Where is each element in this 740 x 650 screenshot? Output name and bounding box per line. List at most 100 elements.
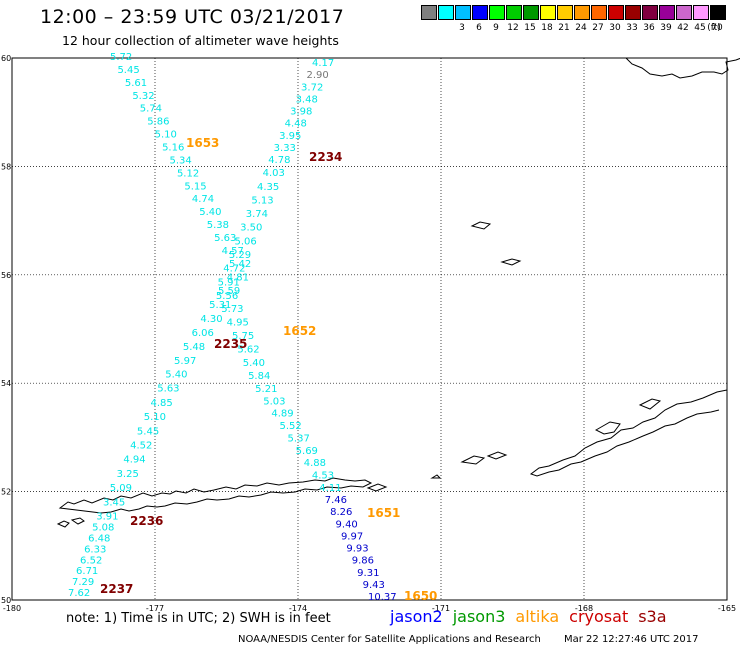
- lat-tick-label: 52: [1, 488, 11, 497]
- wave-height-label: 5.84: [248, 371, 270, 382]
- lon-tick-label: -171: [432, 604, 450, 613]
- lon-tick-label: -177: [146, 604, 164, 613]
- colorbar-swatch: [591, 5, 607, 20]
- colorbar-swatch: [472, 5, 488, 20]
- pass-time-label: 2234: [309, 150, 342, 164]
- island-c: [366, 483, 388, 492]
- wave-height-label: 4.35: [257, 182, 279, 193]
- colorbar-label: 3: [459, 23, 465, 33]
- colorbar-swatch: [676, 5, 692, 20]
- wave-height-label: 5.52: [279, 421, 301, 432]
- wave-height-label: 4.89: [271, 409, 293, 420]
- wave-height-label: 5.40: [165, 370, 187, 381]
- wave-height-label: 5.86: [147, 117, 169, 128]
- wave-height-label: 5.40: [199, 207, 221, 218]
- wave-height-label: 5.09: [110, 483, 132, 494]
- lat-tick-label: 54: [1, 379, 11, 388]
- lat-tick-label: 50: [1, 596, 11, 605]
- wave-height-label: 5.34: [170, 155, 192, 166]
- wave-height-label: 5.74: [140, 104, 162, 115]
- wave-height-label: 6.33: [84, 544, 106, 555]
- pass-time-labels: 1653 2234 1652 2235 1651 2236 1650 2237: [100, 136, 437, 603]
- colorbar-swatch: [540, 5, 556, 20]
- wave-height-label: 5.13: [251, 195, 273, 206]
- track-a-labels: 5.725.455.615.325.745.865.105.165.345.12…: [68, 52, 251, 599]
- wave-height-label: 3.98: [290, 107, 312, 118]
- pass-time-label: 1650: [404, 589, 437, 603]
- colorbar-label: 39: [660, 23, 672, 33]
- island-d: [430, 474, 442, 479]
- wave-height-label: 4.57: [222, 246, 244, 257]
- wave-height-label: 3.25: [117, 469, 139, 480]
- island-i: [594, 421, 621, 435]
- wave-height-label: 5.03: [263, 396, 285, 407]
- wave-height-label: 3.33: [274, 143, 296, 154]
- island-a: [56, 520, 70, 528]
- map-subtitle: 12 hour collection of altimeter wave hei…: [62, 33, 339, 48]
- track-b-labels: 4.172.903.723.48 3.984.483.953.334.78 4.03…: [216, 58, 397, 603]
- wave-height-label: 4.11: [319, 483, 341, 494]
- wave-height-label: 5.61: [125, 78, 147, 89]
- wave-height-label: 5.59: [218, 286, 240, 297]
- wave-height-label: 4.53: [312, 471, 334, 482]
- colorbar-swatch: [659, 5, 675, 20]
- wave-height-label: 4.30: [200, 314, 222, 325]
- colorbar-swatch: [693, 5, 709, 20]
- colorbar-swatch: [625, 5, 641, 20]
- island-g: [460, 455, 486, 465]
- colorbar-label: 6: [476, 23, 482, 33]
- pass-time-label: 1651: [367, 506, 400, 520]
- footnote: note: 1) Time is in UTC; 2) SWH is in fe…: [66, 611, 331, 626]
- colorbar-label: 36: [643, 23, 655, 33]
- pass-time-label: 2237: [100, 582, 133, 596]
- axis-ticks: -180 -177 -174 -171 -168 -165 60 58 56 54 52 50: [1, 54, 736, 613]
- wave-height-label: 5.75: [232, 331, 254, 342]
- colorbar-swatch: [438, 5, 454, 20]
- wave-height-label: 6.48: [88, 533, 110, 544]
- colorbar-label: 45: [694, 23, 706, 33]
- colorbar-label: 18: [541, 23, 553, 33]
- wave-height-label: 5.45: [137, 426, 159, 437]
- wave-height-label: 5.91: [218, 277, 240, 288]
- lon-tick-label: -168: [575, 604, 593, 613]
- wave-height-label: 3.72: [301, 82, 323, 93]
- generated-timestamp: Mar 22 12:27:46 UTC 2017: [564, 634, 699, 645]
- lat-tick-label: 60: [1, 54, 11, 63]
- wave-height-label: 5.97: [174, 356, 196, 367]
- wave-height-label: 5.06: [234, 236, 256, 247]
- wave-height-label: 5.72: [110, 52, 132, 63]
- wave-height-label: 7.62: [68, 588, 90, 599]
- wave-height-label: 9.86: [352, 556, 374, 567]
- wave-height-label: 3.95: [279, 131, 301, 142]
- credit-line: NOAA/NESDIS Center for Satellite Applica…: [238, 634, 541, 645]
- wave-height-label: 5.32: [132, 91, 154, 102]
- colorbar-swatch: [506, 5, 522, 20]
- colorbar-unit: (ft): [707, 23, 721, 33]
- lat-lon-grid: [12, 58, 727, 600]
- wave-height-label: 5.38: [207, 220, 229, 231]
- colorbar-label: 33: [626, 23, 638, 33]
- wave-height-label: 5.31: [209, 300, 231, 311]
- island-f: [500, 258, 522, 266]
- wave-height-label: 5.40: [243, 358, 265, 369]
- lon-tick-label: -174: [289, 604, 307, 613]
- wave-height-label: 5.37: [288, 433, 310, 444]
- legend-entry: jason3: [452, 607, 506, 626]
- wave-height-label: 5.42: [229, 259, 251, 270]
- aleutian-chain-coast: [58, 477, 373, 514]
- wave-height-label: 9.43: [363, 580, 385, 591]
- colorbar-label: 42: [677, 23, 689, 33]
- wave-height-label: 5.29: [229, 250, 251, 261]
- wave-height-label: 7.46: [325, 495, 347, 506]
- wave-height-label: 3.91: [96, 512, 118, 523]
- wave-height-label: 6.71: [76, 566, 98, 577]
- wave-height-label: 5.10: [144, 412, 166, 423]
- colorbar-label: 70: [711, 23, 723, 33]
- wave-height-label: 7.29: [72, 577, 94, 588]
- wave-height-label: 4.81: [227, 272, 249, 283]
- colorbar-swatch: [523, 5, 539, 20]
- wave-height-label: 5.10: [155, 130, 177, 141]
- island-h: [486, 451, 508, 460]
- wave-height-label: 5.16: [162, 142, 184, 153]
- map-title: 12:00 – 23:59 UTC 03/21/2017: [40, 6, 345, 28]
